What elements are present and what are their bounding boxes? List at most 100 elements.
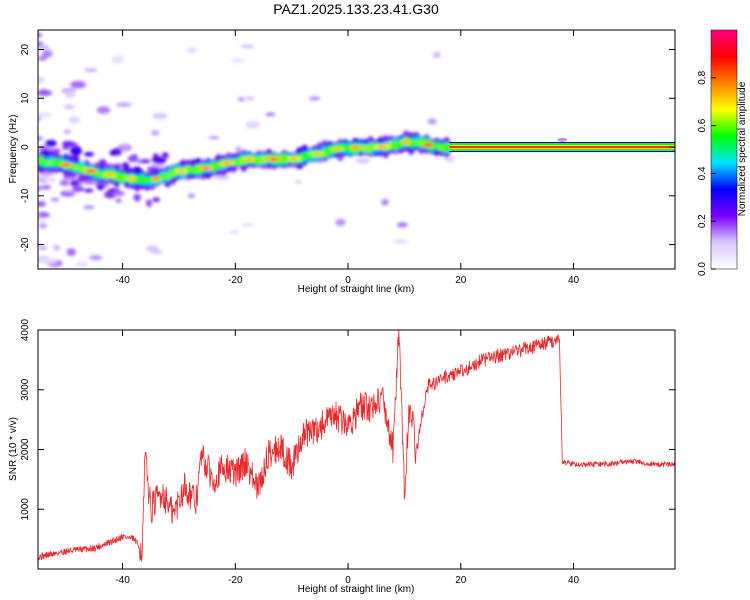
colorbar-label: Normalized spectral amplitude	[737, 81, 748, 216]
heatmap-hotspot-core	[129, 177, 135, 180]
heatmap-noise	[118, 143, 133, 152]
heatmap-noise	[38, 89, 53, 96]
heatmap-noise	[138, 159, 151, 164]
heatmap-ridge	[442, 142, 452, 149]
heatmap-blobs	[38, 32, 456, 268]
heatmap-noise	[145, 199, 153, 208]
colorbar-tick-label: 0.0	[697, 262, 708, 276]
heatmap-hotspot-core	[152, 177, 161, 180]
heatmap-noise	[38, 219, 47, 223]
heatmap-noise	[38, 246, 48, 250]
chart-title: PAZ1.2025.133.23.41.G30	[273, 1, 439, 17]
heatmap-noise	[69, 179, 80, 187]
heatmap-noise	[557, 137, 568, 142]
spectrogram-panel: -40 -20 0 20 40 -20 -10 0 10 20 Height of straigh…	[8, 29, 676, 295]
heatmap-hotspot-core	[377, 145, 387, 149]
heatmap-noise	[41, 258, 57, 265]
heatmap-hotspot-core	[87, 169, 95, 173]
heatmap-noise	[38, 116, 42, 122]
colorbar-tick-label: 0.6	[697, 118, 708, 132]
heatmap-noise	[70, 147, 82, 156]
snr-x-tick-label: 0	[345, 575, 351, 586]
heatmap-noise	[50, 197, 60, 202]
heatmap-noise	[396, 222, 408, 228]
heatmap-noise	[65, 91, 76, 99]
snr-y-tick-label: 4000	[20, 318, 31, 341]
heatmap-hotspot-core	[401, 141, 411, 144]
spectrogram-x-tick-label: 40	[568, 275, 580, 286]
snr-y-label: SNR (10 * v/v)	[8, 417, 19, 481]
heatmap-noise	[41, 49, 53, 58]
heatmap-noise	[47, 177, 56, 182]
spectrogram-y-tick-label: -20	[20, 237, 31, 252]
heatmap-noise	[38, 76, 45, 84]
heatmap-noise	[111, 55, 125, 64]
heatmap-noise	[53, 244, 61, 251]
heatmap-hotspot-core	[269, 158, 278, 161]
heatmap-noise	[39, 179, 48, 184]
heatmap-noise	[112, 190, 126, 197]
heatmap-noise	[38, 185, 43, 191]
snr-series-line	[38, 330, 675, 562]
heatmap-noise	[84, 151, 95, 157]
colorbar: 0.0 0.2 0.4 0.6 0.8 Normalized spectral ampl…	[697, 29, 748, 276]
heatmap-flat-band	[449, 146, 675, 148]
heatmap-noise	[294, 180, 302, 184]
spectrogram-ticks: -40 -20 0 20 40 -20 -10 0 10 20	[20, 30, 675, 286]
heatmap-noise	[72, 185, 85, 192]
spectrogram-x-tick-label: -20	[228, 275, 243, 286]
heatmap-noise	[68, 116, 80, 124]
heatmap-noise	[75, 261, 89, 267]
heatmap-noise	[38, 44, 50, 50]
heatmap-hotspot-core	[104, 173, 114, 176]
spectrogram-x-tick-label: 0	[345, 275, 351, 286]
spectrogram-y-tick-label: 0	[20, 144, 31, 150]
heatmap-hotspot-core	[351, 146, 359, 149]
spectrogram-x-tick-label: 20	[455, 275, 467, 286]
heatmap-noise	[38, 223, 48, 229]
heatmap-noise	[112, 163, 123, 168]
snr-x-tick-label: 40	[568, 575, 580, 586]
spectrogram-y-label: Frequency (Hz)	[8, 115, 19, 184]
heatmap-noise	[127, 154, 139, 163]
heatmap-noise	[38, 214, 42, 219]
heatmap-noise	[109, 149, 117, 156]
snr-plot-area	[38, 330, 675, 569]
heatmap-noise	[38, 136, 44, 141]
heatmap-hotspot-core	[313, 152, 322, 155]
heatmap-noise	[245, 120, 260, 129]
heatmap-noise	[432, 51, 441, 59]
spectrogram-y-tick-label: -10	[20, 188, 31, 203]
heatmap-noise	[245, 96, 255, 101]
heatmap-noise	[96, 106, 111, 114]
heatmap-noise	[84, 188, 94, 193]
heatmap-noise	[235, 146, 242, 152]
heatmap-hotspot-core	[224, 162, 230, 165]
snr-panel: -40 -20 0 20 40 1000 2000 3000 4000 Height of st…	[8, 318, 676, 595]
heatmap-hotspot-core	[62, 163, 70, 166]
heatmap-noise	[45, 139, 57, 147]
heatmap-noise	[104, 190, 117, 199]
snr-ticks: -40 -20 0 20 40 1000 2000 3000 4000	[20, 318, 675, 586]
heatmap-noise	[96, 184, 105, 190]
colorbar-tick-label: 0.8	[697, 70, 708, 84]
spectrogram-x-label: Height of straight line (km)	[298, 284, 415, 295]
heatmap-hotspot-core	[333, 148, 341, 151]
heatmap-noise	[152, 113, 168, 119]
snr-x-label: Height of straight line (km)	[298, 584, 415, 595]
spectrogram-heatmap	[38, 32, 675, 268]
heatmap-noise	[308, 96, 321, 101]
heatmap-hotspot-core	[245, 158, 253, 161]
heatmap-hotspot-core	[424, 143, 433, 147]
heatmap-noise	[231, 58, 246, 63]
heatmap-noise	[61, 145, 71, 150]
spectrogram-y-tick-label: 20	[20, 44, 31, 56]
heatmap-noise	[38, 32, 43, 38]
spectrogram-y-tick-label: 10	[20, 92, 31, 104]
heatmap-noise	[83, 68, 98, 73]
snr-line-layer	[38, 330, 675, 562]
heatmap-noise	[133, 193, 142, 200]
heatmap-noise	[59, 180, 67, 186]
heatmap-noise	[427, 118, 437, 125]
heatmap-noise	[116, 102, 132, 108]
